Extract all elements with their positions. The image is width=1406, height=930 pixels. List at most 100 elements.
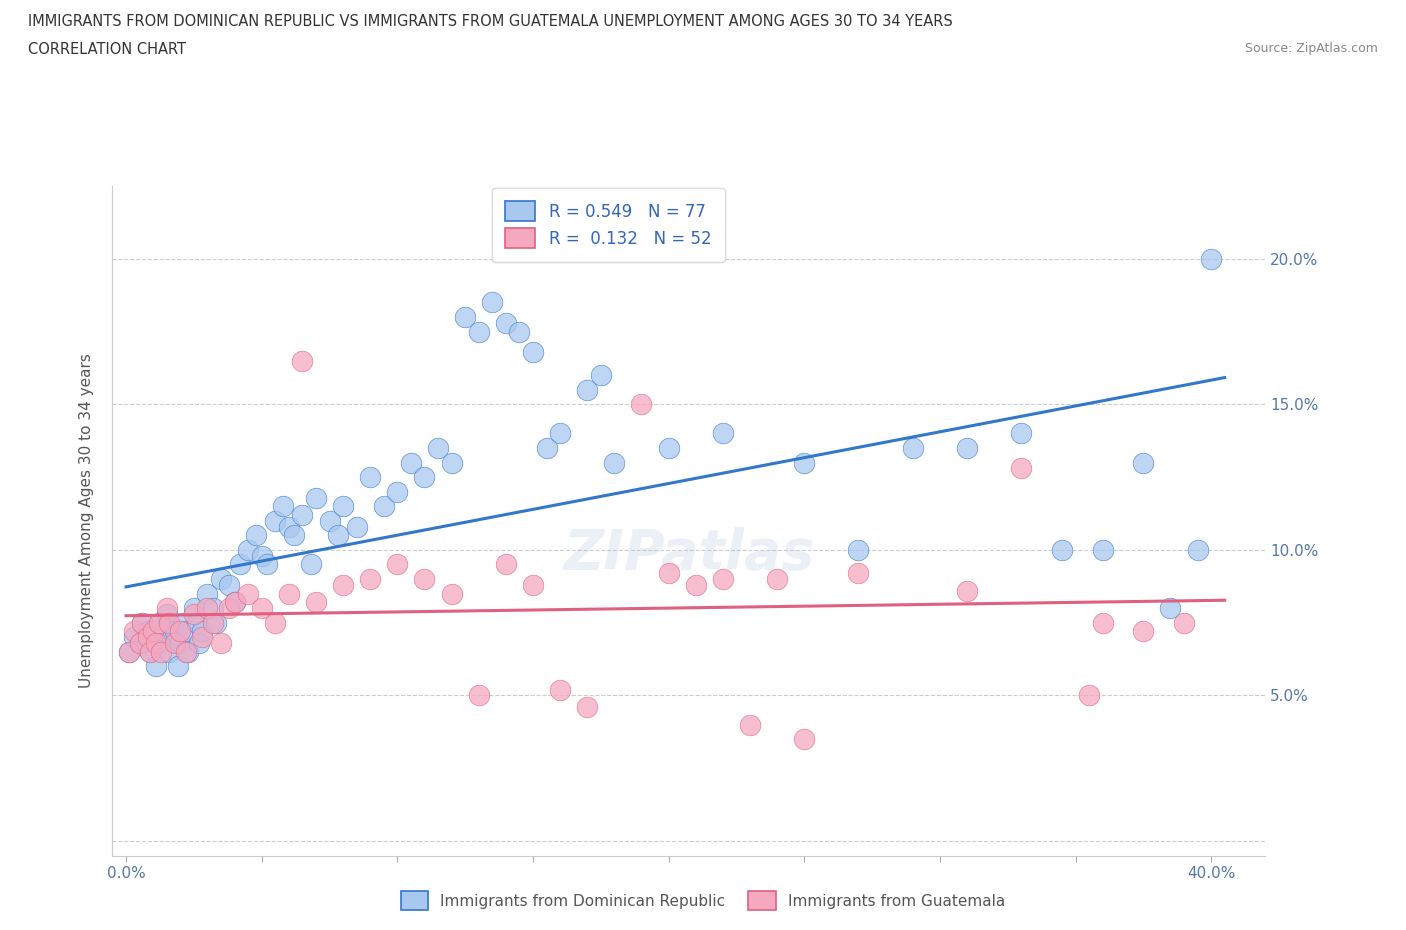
- Point: [191, 624, 214, 639]
- Point: [128, 635, 150, 650]
- Point: [793, 455, 815, 470]
- Point: [174, 644, 197, 659]
- Point: [142, 624, 165, 639]
- Point: [153, 624, 176, 639]
- Point: [373, 498, 395, 513]
- Point: [172, 616, 194, 631]
- Point: [413, 470, 436, 485]
- Point: [183, 601, 205, 616]
- Y-axis label: Unemployment Among Ages 30 to 34 years: Unemployment Among Ages 30 to 34 years: [79, 353, 94, 688]
- Point: [159, 644, 181, 659]
- Point: [481, 295, 503, 310]
- Point: [454, 310, 477, 325]
- Point: [150, 616, 173, 631]
- Point: [359, 572, 381, 587]
- Point: [191, 630, 214, 644]
- Text: ZIPatlas: ZIPatlas: [564, 527, 814, 581]
- Point: [145, 635, 167, 650]
- Point: [305, 490, 328, 505]
- Point: [1132, 455, 1154, 470]
- Point: [332, 578, 354, 592]
- Point: [291, 508, 314, 523]
- Point: [630, 397, 652, 412]
- Point: [1159, 601, 1181, 616]
- Text: Source: ZipAtlas.com: Source: ZipAtlas.com: [1244, 42, 1378, 55]
- Point: [1173, 616, 1195, 631]
- Point: [359, 470, 381, 485]
- Point: [658, 565, 681, 580]
- Point: [536, 441, 558, 456]
- Point: [209, 635, 232, 650]
- Point: [250, 549, 273, 564]
- Point: [387, 557, 409, 572]
- Point: [236, 542, 259, 557]
- Text: CORRELATION CHART: CORRELATION CHART: [28, 42, 186, 57]
- Point: [131, 616, 153, 631]
- Point: [346, 519, 368, 534]
- Point: [131, 616, 153, 631]
- Point: [201, 601, 224, 616]
- Point: [166, 659, 188, 674]
- Point: [685, 578, 707, 592]
- Legend: Immigrants from Dominican Republic, Immigrants from Guatemala: Immigrants from Dominican Republic, Immi…: [394, 884, 1012, 918]
- Point: [236, 586, 259, 601]
- Point: [169, 635, 191, 650]
- Point: [305, 595, 328, 610]
- Point: [1132, 624, 1154, 639]
- Point: [711, 572, 734, 587]
- Legend: R = 0.549   N = 77, R =  0.132   N = 52: R = 0.549 N = 77, R = 0.132 N = 52: [492, 188, 724, 261]
- Point: [326, 528, 349, 543]
- Point: [186, 616, 208, 631]
- Point: [145, 659, 167, 674]
- Point: [160, 630, 183, 644]
- Point: [224, 595, 246, 610]
- Point: [277, 519, 299, 534]
- Point: [576, 699, 599, 714]
- Point: [387, 485, 409, 499]
- Point: [118, 644, 141, 659]
- Point: [522, 344, 544, 359]
- Point: [136, 624, 159, 639]
- Point: [188, 635, 211, 650]
- Point: [122, 630, 145, 644]
- Point: [1050, 542, 1073, 557]
- Point: [163, 635, 186, 650]
- Point: [159, 616, 181, 631]
- Point: [291, 353, 314, 368]
- Point: [122, 624, 145, 639]
- Point: [229, 557, 252, 572]
- Point: [332, 498, 354, 513]
- Point: [1187, 542, 1209, 557]
- Point: [201, 616, 224, 631]
- Point: [766, 572, 789, 587]
- Point: [1091, 616, 1114, 631]
- Text: IMMIGRANTS FROM DOMINICAN REPUBLIC VS IMMIGRANTS FROM GUATEMALA UNEMPLOYMENT AMO: IMMIGRANTS FROM DOMINICAN REPUBLIC VS IM…: [28, 14, 953, 29]
- Point: [1199, 251, 1222, 266]
- Point: [603, 455, 626, 470]
- Point: [576, 382, 599, 397]
- Point: [956, 441, 979, 456]
- Point: [224, 595, 246, 610]
- Point: [440, 586, 463, 601]
- Point: [148, 635, 170, 650]
- Point: [148, 616, 170, 631]
- Point: [848, 542, 870, 557]
- Point: [793, 732, 815, 747]
- Point: [183, 606, 205, 621]
- Point: [738, 717, 761, 732]
- Point: [467, 688, 489, 703]
- Point: [1010, 461, 1032, 476]
- Point: [522, 578, 544, 592]
- Point: [209, 572, 232, 587]
- Point: [177, 644, 200, 659]
- Point: [413, 572, 436, 587]
- Point: [197, 601, 219, 616]
- Point: [508, 325, 530, 339]
- Point: [495, 557, 517, 572]
- Point: [273, 498, 295, 513]
- Point: [150, 644, 173, 659]
- Point: [156, 601, 179, 616]
- Point: [218, 578, 240, 592]
- Point: [589, 367, 612, 382]
- Point: [118, 644, 141, 659]
